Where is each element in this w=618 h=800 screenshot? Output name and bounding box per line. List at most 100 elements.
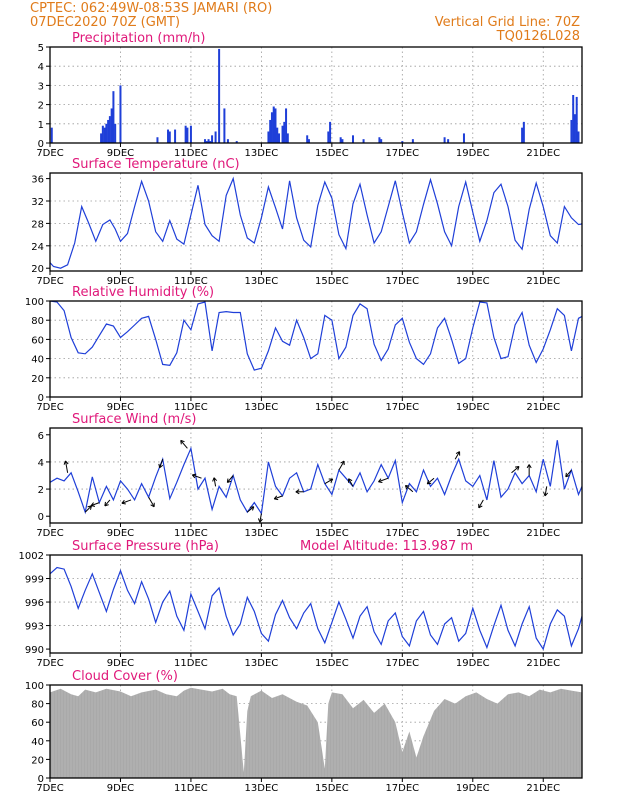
x-tick-label: 17DEC xyxy=(385,783,419,794)
y-tick-label: 2 xyxy=(38,101,44,112)
precip-bar xyxy=(306,135,309,143)
panel-frame xyxy=(49,300,583,398)
x-tick-label: 9DEC xyxy=(107,783,134,794)
x-tick-label: 19DEC xyxy=(456,402,490,413)
panel-cloud: 0 20 40 60 80 100 7DEC 9DEC 11DEC 13DEC 15DEC 17DEC… xyxy=(25,669,583,794)
plot-area xyxy=(50,48,580,143)
precip-bar xyxy=(204,139,207,143)
x-tick-label: 17DEC xyxy=(385,528,419,539)
wind-vector xyxy=(274,495,283,500)
x-tick-label: 13DEC xyxy=(245,148,279,159)
y-tick-label: 0 xyxy=(38,139,44,150)
precip-bar xyxy=(101,125,104,143)
x-tick-label: 11DEC xyxy=(174,658,208,669)
wind-arrowhead xyxy=(340,460,345,466)
precip-bar xyxy=(184,125,187,143)
panel-frame xyxy=(49,172,583,272)
y-tick-label: 5 xyxy=(38,43,44,54)
x-tick-label: 7DEC xyxy=(36,658,63,669)
precip-bar xyxy=(341,139,344,143)
y-tick-label: 60 xyxy=(31,718,44,729)
model-altitude: Model Altitude: 113.987 m xyxy=(300,539,473,554)
y-tick-label: 40 xyxy=(31,355,44,366)
y-tick-label: 996 xyxy=(25,598,44,609)
x-tick-label: 13DEC xyxy=(245,528,279,539)
y-tick-label: 80 xyxy=(31,316,44,327)
y-tick-label: 60 xyxy=(31,335,44,346)
precip-bar xyxy=(447,139,450,143)
panel-frame xyxy=(49,554,583,654)
x-tick-label: 15DEC xyxy=(315,402,349,413)
wind-vector xyxy=(478,499,484,509)
x-tick-label: 7DEC xyxy=(36,276,63,287)
wind-arrowhead xyxy=(121,499,126,505)
precip-bar xyxy=(167,129,170,143)
precip-bar xyxy=(207,139,210,143)
wind-vector xyxy=(121,499,132,504)
x-tick-label: 7DEC xyxy=(36,783,63,794)
x-tick-label: 13DEC xyxy=(245,276,279,287)
x-tick-label: 11DEC xyxy=(174,783,208,794)
panel-title: Surface Wind (m/s) xyxy=(72,412,196,427)
precip-bar xyxy=(235,141,238,143)
panel-title: Precipitation (mm/h) xyxy=(72,31,205,46)
x-tick-label: 21DEC xyxy=(526,148,560,159)
precip-bar xyxy=(283,121,286,143)
wind-vector xyxy=(90,502,100,507)
wind-vector xyxy=(159,459,164,468)
x-tick-label: 13DEC xyxy=(245,783,279,794)
wind-vector xyxy=(259,513,262,523)
wind-arrowhead xyxy=(478,503,483,509)
plot-area xyxy=(50,685,582,778)
wind-arrowhead xyxy=(212,477,218,482)
header-location: CPTEC: 062:49W-08:53S JAMARI (RO) xyxy=(30,1,272,16)
wind-vector xyxy=(378,477,389,483)
precip-bar xyxy=(269,119,272,143)
precip-bar xyxy=(278,133,281,143)
wind-arrowhead xyxy=(90,502,96,507)
plot-area xyxy=(50,176,582,269)
precip-bar xyxy=(103,127,106,143)
header-datetime: 07DEC2020 70Z (GMT) xyxy=(30,15,180,30)
precip-bar xyxy=(351,135,354,143)
x-tick-label: 21DEC xyxy=(526,402,560,413)
y-tick-label: 80 xyxy=(31,700,44,711)
plot-area xyxy=(50,440,582,516)
temp-series-line xyxy=(50,176,582,269)
x-tick-label: 13DEC xyxy=(245,402,279,413)
y-tick-label: 993 xyxy=(25,622,44,633)
precip-bar xyxy=(573,114,576,143)
x-tick-label: 7DEC xyxy=(36,528,63,539)
x-tick-label: 17DEC xyxy=(385,276,419,287)
wind-arrowhead xyxy=(295,489,300,495)
y-tick-label: 1002 xyxy=(19,551,44,562)
x-tick-label: 19DEC xyxy=(456,148,490,159)
wind-arrowhead xyxy=(273,495,279,501)
wind-arrowhead xyxy=(226,478,232,483)
precip-bar xyxy=(285,108,288,143)
x-tick-label: 21DEC xyxy=(526,783,560,794)
wind-vector xyxy=(454,451,460,460)
precip-bar xyxy=(270,112,273,143)
x-tick-label: 11DEC xyxy=(174,148,208,159)
y-tick-label: 24 xyxy=(31,242,44,253)
precip-bar xyxy=(570,119,573,143)
precip-bar xyxy=(112,91,115,143)
precip-bar xyxy=(209,141,212,143)
wind-vector xyxy=(180,440,188,449)
y-tick-label: 20 xyxy=(31,755,44,766)
precip-bar xyxy=(281,125,284,143)
y-tick-label: 0 xyxy=(38,512,44,523)
y-tick-label: 2 xyxy=(38,485,44,496)
x-tick-label: 21DEC xyxy=(526,276,560,287)
wind-arrowhead xyxy=(191,473,197,479)
precip-bar xyxy=(174,129,177,143)
precip-bar xyxy=(186,127,189,143)
wind-arrowhead xyxy=(378,478,383,484)
precip-bar xyxy=(223,108,226,143)
y-tick-label: 4 xyxy=(38,458,44,469)
wind-arrowhead xyxy=(158,463,164,469)
x-tick-label: 7DEC xyxy=(36,148,63,159)
precip-bar xyxy=(218,48,221,143)
panel-wind: 0 2 4 6 7DEC 9DEC 11DEC 13DEC 15DEC 17DEC 19DEC 21D… xyxy=(36,412,583,539)
